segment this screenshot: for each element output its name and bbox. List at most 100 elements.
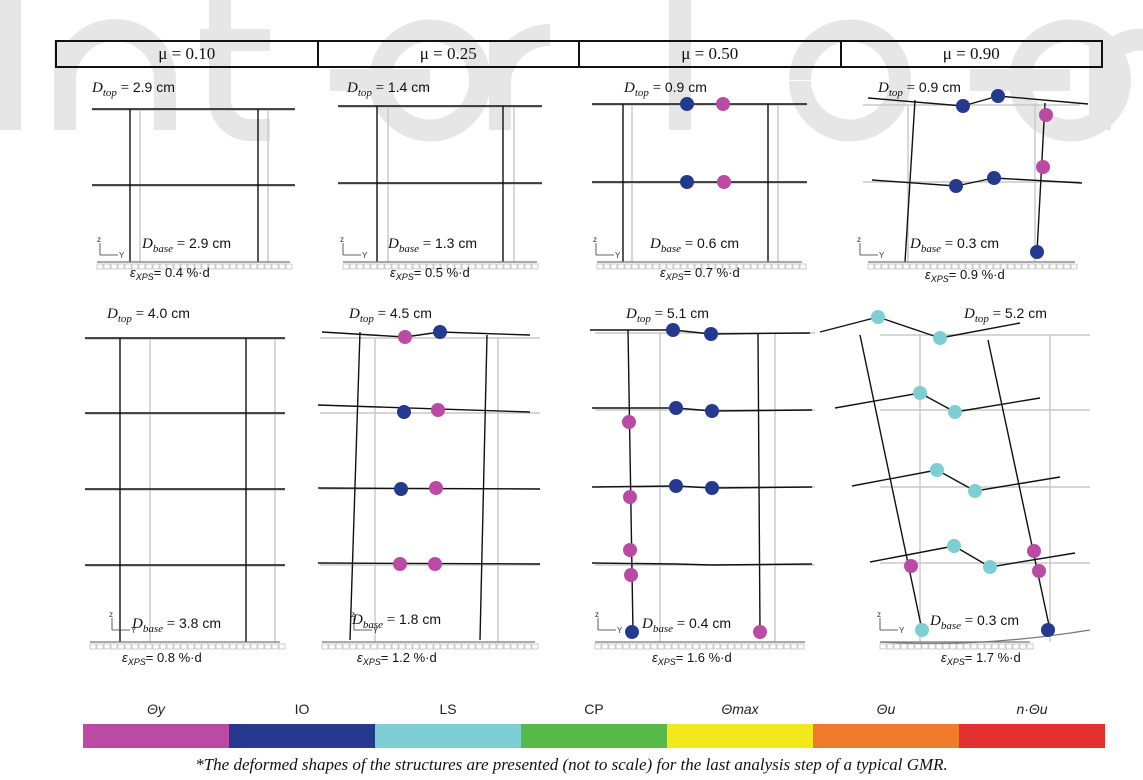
frame-panel-r1c2: z Y Dtop = 1.4 cm Dbase = 1.3 cm εXPS= 0.5 %… [338, 79, 542, 282]
plastic-hinge-io [704, 327, 718, 341]
ground-hatch [1007, 263, 1015, 270]
ground-hatch [701, 263, 709, 270]
ground-hatch [900, 643, 908, 650]
ground-hatch [720, 643, 728, 650]
frame-column [987, 339, 1051, 631]
d-base-label: Dbase = 1.8 cm [351, 611, 441, 631]
legend-label: CP [584, 701, 604, 717]
ground-hatch [923, 263, 931, 270]
ground-hatch [117, 263, 125, 270]
ground-hatch [750, 263, 758, 270]
ground-hatch [342, 643, 350, 650]
ground-hatch [391, 263, 399, 270]
ground-hatch [257, 643, 265, 650]
ground-hatch [145, 263, 153, 270]
ground-hatch [1000, 263, 1008, 270]
ground-hatch [907, 643, 915, 650]
ground-hatch [631, 263, 639, 270]
ground-hatch [124, 643, 132, 650]
ground-hatch [972, 263, 980, 270]
legend-label: n·Θu [1016, 701, 1048, 717]
footnote: *The deformed shapes of the structures a… [195, 755, 948, 774]
plastic-hinge-y [904, 559, 918, 573]
frame-panel-r1c3: z Y Dtop = 0.9 cm Dbase = 0.6 cm εXPS= 0.7 %… [592, 79, 807, 282]
ground-hatch [1056, 263, 1064, 270]
plastic-hinge-ls [915, 623, 929, 637]
ground-hatch [998, 643, 1006, 650]
ground-hatch [482, 643, 490, 650]
plastic-hinge-io [991, 89, 1005, 103]
ground-hatch [902, 263, 910, 270]
ground-hatch [503, 643, 511, 650]
legend-color-bar [83, 724, 1105, 748]
ground-hatch [426, 643, 434, 650]
frame-beam [851, 469, 938, 487]
legend-swatch [521, 724, 667, 748]
ground-hatch [419, 643, 427, 650]
ground-hatch [951, 263, 959, 270]
frame-beam [936, 469, 976, 492]
ground-hatch [271, 263, 279, 270]
strain-label: εXPS= 0.4 %·d [130, 265, 210, 282]
mu-header: μ = 0.10 μ = 0.25 μ = 0.50 μ = 0.90 [55, 40, 1103, 68]
frame-beam [710, 332, 811, 335]
plastic-hinge-y [622, 415, 636, 429]
frame-column [349, 331, 361, 641]
ground-hatch [797, 643, 805, 650]
frame-panel-r2c1: z Y Dtop = 4.0 cm Dbase = 3.8 cm εXPS= 0.8 %… [85, 305, 286, 667]
ground-hatch [1005, 643, 1013, 650]
frames-diagram: z Y Dtop = 2.9 cm Dbase = 2.9 cm εXPS= 0.4 %… [85, 79, 1091, 667]
plastic-hinge-y [623, 490, 637, 504]
ground-hatch [685, 643, 693, 650]
ground-hatch [531, 263, 539, 270]
ground-hatch [349, 263, 357, 270]
ground-hatch [874, 263, 882, 270]
plastic-hinge-ls [933, 331, 947, 345]
d-base-label: Dbase = 3.8 cm [131, 615, 221, 635]
frame-column [904, 99, 916, 263]
ground-hatch [159, 263, 167, 270]
ground-hatch [138, 263, 146, 270]
ground-hatch [984, 643, 992, 650]
frame-beam [867, 97, 964, 107]
plastic-hinge-io [956, 99, 970, 113]
frame-beam [317, 487, 541, 490]
ground-hatch [881, 263, 889, 270]
ground-hatch [131, 643, 139, 650]
ground-hatch [503, 263, 511, 270]
ground-hatch [215, 263, 223, 270]
ground-hatch [729, 263, 737, 270]
ground-hatch [935, 643, 943, 650]
ground-hatch [321, 643, 329, 650]
frame-beam [317, 404, 531, 413]
axis-z-label: z [857, 235, 861, 244]
ground-hatch [963, 643, 971, 650]
legend-labels: Θy IO LS CP Θmax Θu n·Θu [83, 701, 1105, 717]
axis-z-label: z [593, 235, 597, 244]
ground-hatch [979, 263, 987, 270]
ground-hatch [433, 643, 441, 650]
ground-hatch [673, 263, 681, 270]
plastic-hinge-y [429, 481, 443, 495]
ground-hatch [173, 263, 181, 270]
d-base-label: Dbase = 0.4 cm [641, 615, 731, 635]
plastic-hinge-y [398, 330, 412, 344]
ground-hatch [722, 263, 730, 270]
ground-hatch [103, 643, 111, 650]
ground-hatch [173, 643, 181, 650]
plastic-hinge-io [705, 404, 719, 418]
frame-column [479, 334, 488, 641]
frame-panel-r2c3: z Y Dtop = 5.1 cm Dbase = 0.4 cm εXPS= 1.6 %… [590, 305, 815, 667]
ground-hatch [757, 263, 765, 270]
plastic-hinge-ls [947, 539, 961, 553]
d-base-label: Dbase = 0.3 cm [929, 612, 1019, 632]
ground-hatch [991, 643, 999, 650]
ground-hatch [886, 643, 894, 650]
ground-hatch [879, 643, 887, 650]
ground-hatch [356, 263, 364, 270]
ground-hatch [771, 263, 779, 270]
ground-hatch [145, 643, 153, 650]
ground-hatch [454, 643, 462, 650]
ground-hatch [636, 643, 644, 650]
ground-hatch [405, 263, 413, 270]
